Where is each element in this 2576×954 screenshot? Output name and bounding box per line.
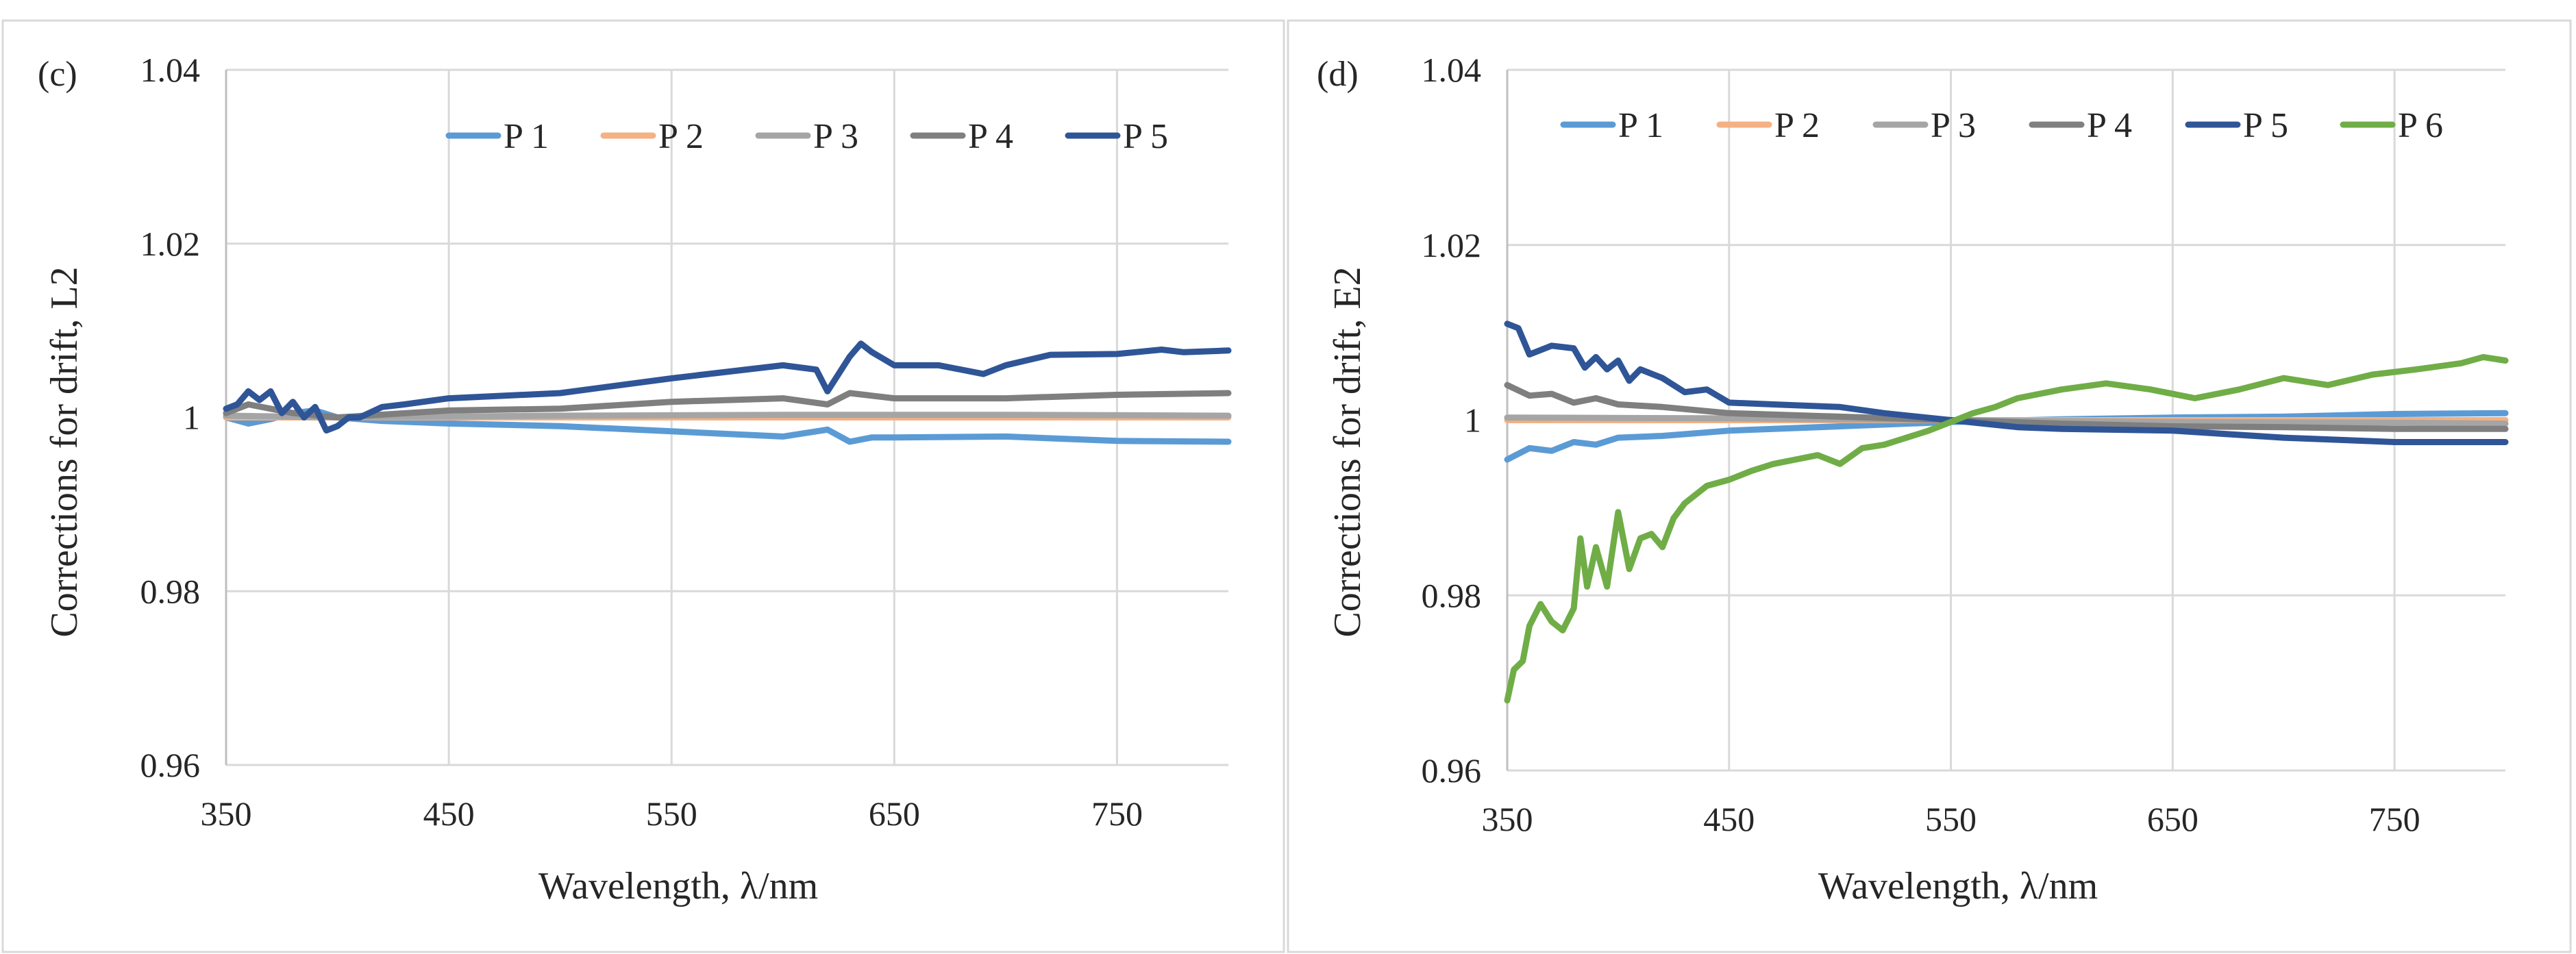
y-tick-label: 1: [183, 399, 200, 437]
panel-d-label: (d): [1317, 55, 1359, 94]
panel-d: (d) 0.96 0.98 1 1.02 1.04 350 450 550 650 750 P …: [1287, 19, 2572, 953]
x-tick-label: 350: [1482, 800, 1533, 838]
legend-item-p3: P 3: [1872, 106, 1976, 145]
legend-label: P 5: [1123, 117, 1168, 156]
series-line-p6: [1504, 353, 2509, 704]
legend-item-p2: P 2: [1716, 106, 1820, 145]
legend-item-p1: P 1: [1560, 106, 1663, 145]
x-tick-label: 750: [2369, 800, 2420, 838]
y-tick-label: 0.96: [1422, 751, 1482, 790]
y-tick-label: 1: [1464, 401, 1481, 440]
panel-d-x-axis-title: Wavelength, λ/nm: [1818, 865, 2098, 907]
series-line-p4: [1504, 381, 2509, 432]
legend-label: P 1: [1618, 106, 1663, 145]
legend-label: P 6: [2398, 106, 2443, 145]
legend-item-p3: P 3: [755, 117, 858, 156]
legend-label: P 4: [2087, 106, 2132, 145]
panel-c-label: (c): [38, 55, 77, 94]
x-tick-label: 650: [2147, 800, 2199, 838]
legend-label: P 5: [2243, 106, 2288, 145]
legend-item-p4: P 4: [2029, 106, 2132, 145]
x-tick-label: 350: [201, 794, 252, 833]
legend-item-p1: P 1: [445, 117, 549, 156]
series-line-p5: [223, 340, 1232, 434]
series-line-p5: [1504, 321, 2509, 445]
x-tick-label: 450: [1703, 800, 1755, 838]
x-tick-label: 550: [646, 794, 697, 833]
y-tick-label: 1.04: [1422, 51, 1482, 89]
panel-c-y-axis-title: Corrections for drift, L2: [43, 266, 86, 637]
legend-label: P 4: [968, 117, 1013, 156]
legend-label: P 3: [813, 117, 858, 156]
panel-c-x-axis-title: Wavelength, λ/nm: [538, 865, 818, 907]
panel-d-x-ticks: 350 450 550 650 750: [1482, 800, 2420, 838]
legend-label: P 3: [1931, 106, 1976, 145]
panel-c: (c) 0.96 0.98 1 1.02 1.04 350 450 550 650 750 P …: [1, 19, 1285, 953]
y-tick-label: 1.04: [140, 51, 201, 89]
legend-item-p4: P 4: [910, 117, 1013, 156]
legend-label: P 2: [1774, 106, 1820, 145]
panel-d-y-ticks: 0.96 0.98 1 1.02 1.04: [1422, 51, 1482, 790]
panel-c-series: [223, 340, 1232, 445]
legend-item-p5: P 5: [1065, 117, 1168, 156]
legend-item-p5: P 5: [2185, 106, 2288, 145]
x-tick-label: 450: [423, 794, 475, 833]
panel-d-frame: [1287, 19, 2572, 953]
x-tick-label: 550: [1925, 800, 1977, 838]
y-tick-label: 1.02: [1422, 226, 1482, 264]
y-tick-label: 1.02: [140, 225, 201, 263]
legend-item-p6: P 6: [2340, 106, 2443, 145]
panel-c-y-ticks: 0.96 0.98 1 1.02 1.04: [140, 51, 201, 784]
panel-c-legend: P 1 P 2 P 3 P 4 P 5: [445, 117, 1168, 156]
panel-d-legend: P 1 P 2 P 3 P 4 P 5 P 6: [1560, 106, 2443, 145]
x-tick-label: 650: [869, 794, 920, 833]
panel-c-x-ticks: 350 450 550 650 750: [201, 794, 1143, 833]
panel-d-series: [1504, 321, 2509, 704]
y-tick-label: 0.98: [1422, 576, 1482, 614]
series-line-p1: [1504, 410, 2509, 463]
panel-c-frame: [1, 19, 1285, 953]
y-tick-label: 0.98: [140, 572, 201, 610]
y-tick-label: 0.96: [140, 746, 201, 784]
legend-item-p2: P 2: [600, 117, 704, 156]
panel-d-y-axis-title: Corrections for drift, E2: [1326, 266, 1369, 637]
x-tick-label: 750: [1091, 794, 1143, 833]
legend-label: P 1: [504, 117, 549, 156]
legend-label: P 2: [658, 117, 704, 156]
